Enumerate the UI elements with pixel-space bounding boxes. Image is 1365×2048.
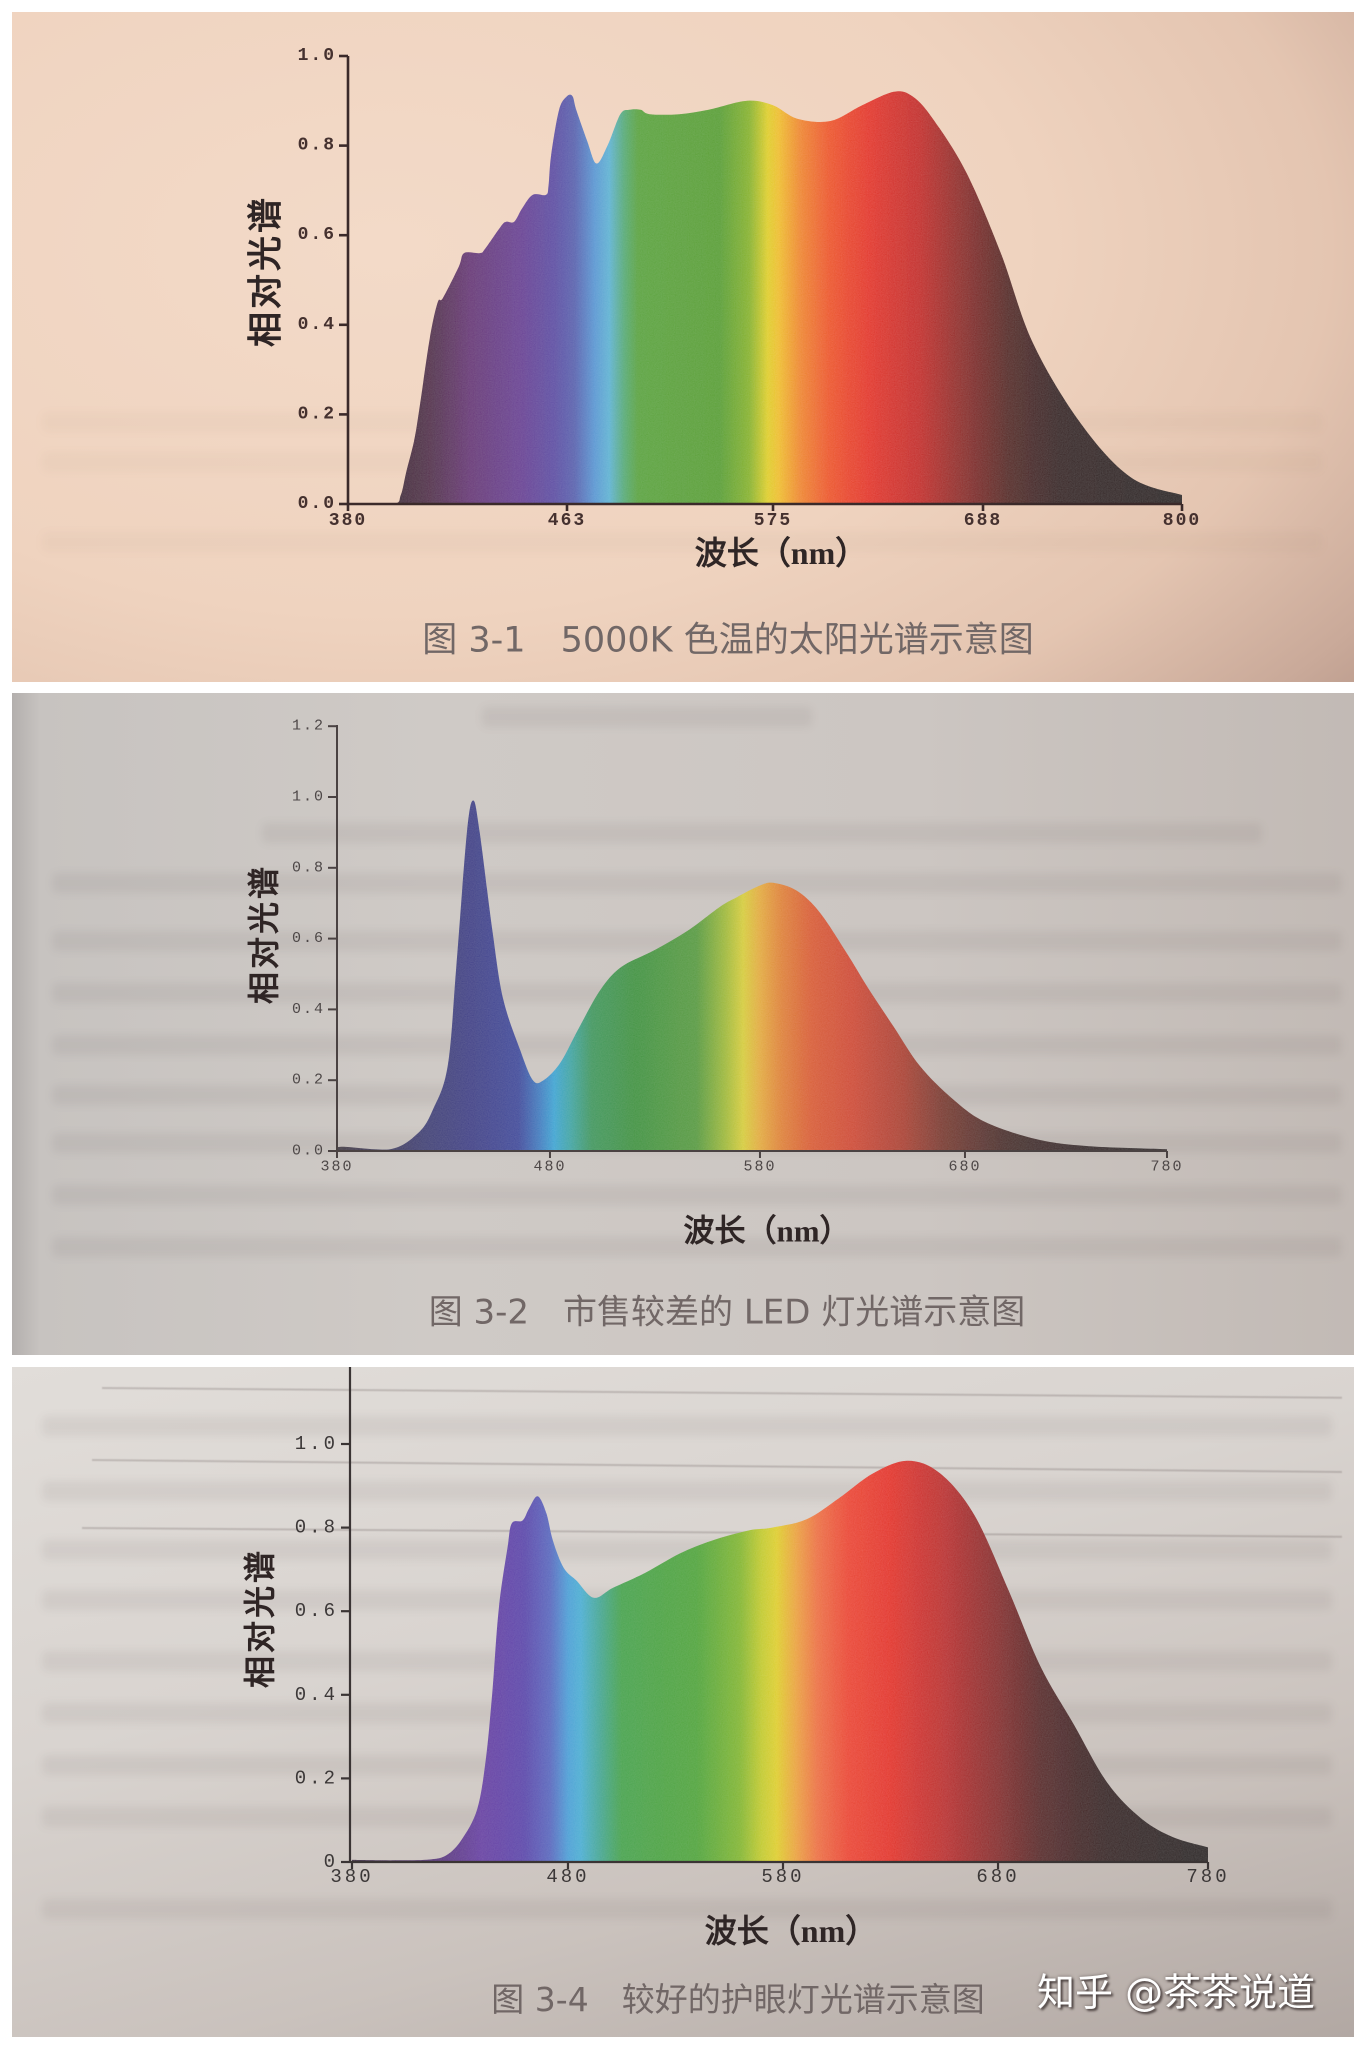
x-tick-label: 380	[320, 1159, 353, 1176]
x-tick-label: 780	[1186, 1866, 1229, 1888]
paper-show-through	[262, 823, 1262, 843]
x-tick-label: 580	[761, 1866, 804, 1888]
x-tick-label: 688	[964, 511, 1002, 531]
x-tick-label: 575	[754, 511, 792, 531]
y-tick-label: 0.8	[292, 859, 325, 876]
paper-show-through	[52, 873, 1342, 893]
y-tick-label: 0.6	[295, 1600, 338, 1622]
y-tick-label: 0.2	[292, 1072, 325, 1089]
x-tick-label: 480	[533, 1159, 566, 1176]
figure-caption: 图 3-1 5000K 色温的太阳光谱示意图	[422, 620, 1034, 661]
paper-show-through	[42, 1899, 1332, 1919]
x-tick-label: 463	[548, 511, 586, 531]
x-tick-label: 380	[330, 1866, 373, 1888]
y-tick-label: 0.2	[298, 404, 336, 424]
y-axis-label: 相对光谱	[241, 1547, 279, 1689]
paper-show-through	[52, 1237, 1342, 1257]
y-tick-label: 0.6	[298, 225, 336, 245]
figure-3-1-panel: 0.0 0.2 0.4 0.6 0.8 1.0 380 463 575 688 800 相对光谱 波…	[12, 12, 1354, 682]
y-tick-label: 0.0	[292, 1143, 325, 1160]
y-tick-label: 0.4	[295, 1684, 338, 1706]
figure-3-2-panel: 0.0 0.2 0.4 0.6 0.8 1.0 1.2 380 480 580 680 780 相对光…	[12, 693, 1354, 1355]
paper-show-through	[42, 1540, 1332, 1560]
x-tick-label: 480	[546, 1866, 589, 1888]
x-tick-label: 800	[1163, 511, 1201, 531]
spectrum-area	[336, 800, 1167, 1151]
spectrum-area	[348, 91, 1182, 505]
y-axis-label: 相对光谱	[245, 863, 283, 1005]
spectrum-area	[352, 1460, 1208, 1862]
y-tick-label: 0.2	[295, 1767, 338, 1789]
y-tick-label: 0.8	[298, 136, 336, 156]
y-tick-label: 0.6	[292, 930, 325, 947]
zhihu-watermark: 知乎 @茶茶说道	[1037, 1970, 1316, 2015]
paper-show-through	[52, 1185, 1342, 1205]
figure-caption: 图 3-4 较好的护眼灯光谱示意图	[491, 1980, 985, 2019]
spectrum-chart-3-4: 0 0.2 0.4 0.6 0.8 1.0 380 480 580 680 780	[295, 1367, 1229, 1888]
y-tick-label: 1.2	[292, 718, 325, 735]
y-tick-label: 1.0	[298, 46, 336, 66]
y-tick-label: 1.0	[295, 1433, 338, 1455]
y-axis-label: 相对光谱	[246, 194, 287, 348]
figure-caption: 图 3-2 市售较差的 LED 灯光谱示意图	[428, 1292, 1026, 1333]
x-tick-label: 580	[743, 1159, 776, 1176]
figure-3-4-panel: 0 0.2 0.4 0.6 0.8 1.0 380 480 580 680 780 相对光谱 波长（…	[12, 1367, 1354, 2037]
x-tick-label: 380	[329, 511, 367, 531]
y-tick-label: 0	[324, 1851, 338, 1873]
x-axis-label: 波长（nm）	[694, 535, 868, 571]
x-tick-label: 780	[1150, 1159, 1183, 1176]
paper-show-through	[42, 1416, 1332, 1436]
paper-show-through	[482, 707, 812, 727]
y-tick-label: 1.0	[292, 789, 325, 806]
y-tick-label: 0.4	[292, 1001, 325, 1018]
y-tick-label: 0.0	[298, 494, 336, 514]
x-tick-label: 680	[976, 1866, 1019, 1888]
spectrum-chart-3-2: 0.0 0.2 0.4 0.6 0.8 1.0 1.2 380 480 580 680 780	[292, 718, 1183, 1176]
paper-show-through	[42, 1481, 1332, 1501]
x-tick-label: 680	[948, 1159, 981, 1176]
spectrum-chart-3-1: 0.0 0.2 0.4 0.6 0.8 1.0 380 463 575 688 800	[298, 46, 1201, 531]
y-tick-label: 0.4	[298, 315, 336, 335]
x-axis-label: 波长（nm）	[683, 1213, 851, 1249]
x-axis-label: 波长（nm）	[704, 1913, 878, 1949]
y-tick-label: 0.8	[295, 1517, 338, 1539]
